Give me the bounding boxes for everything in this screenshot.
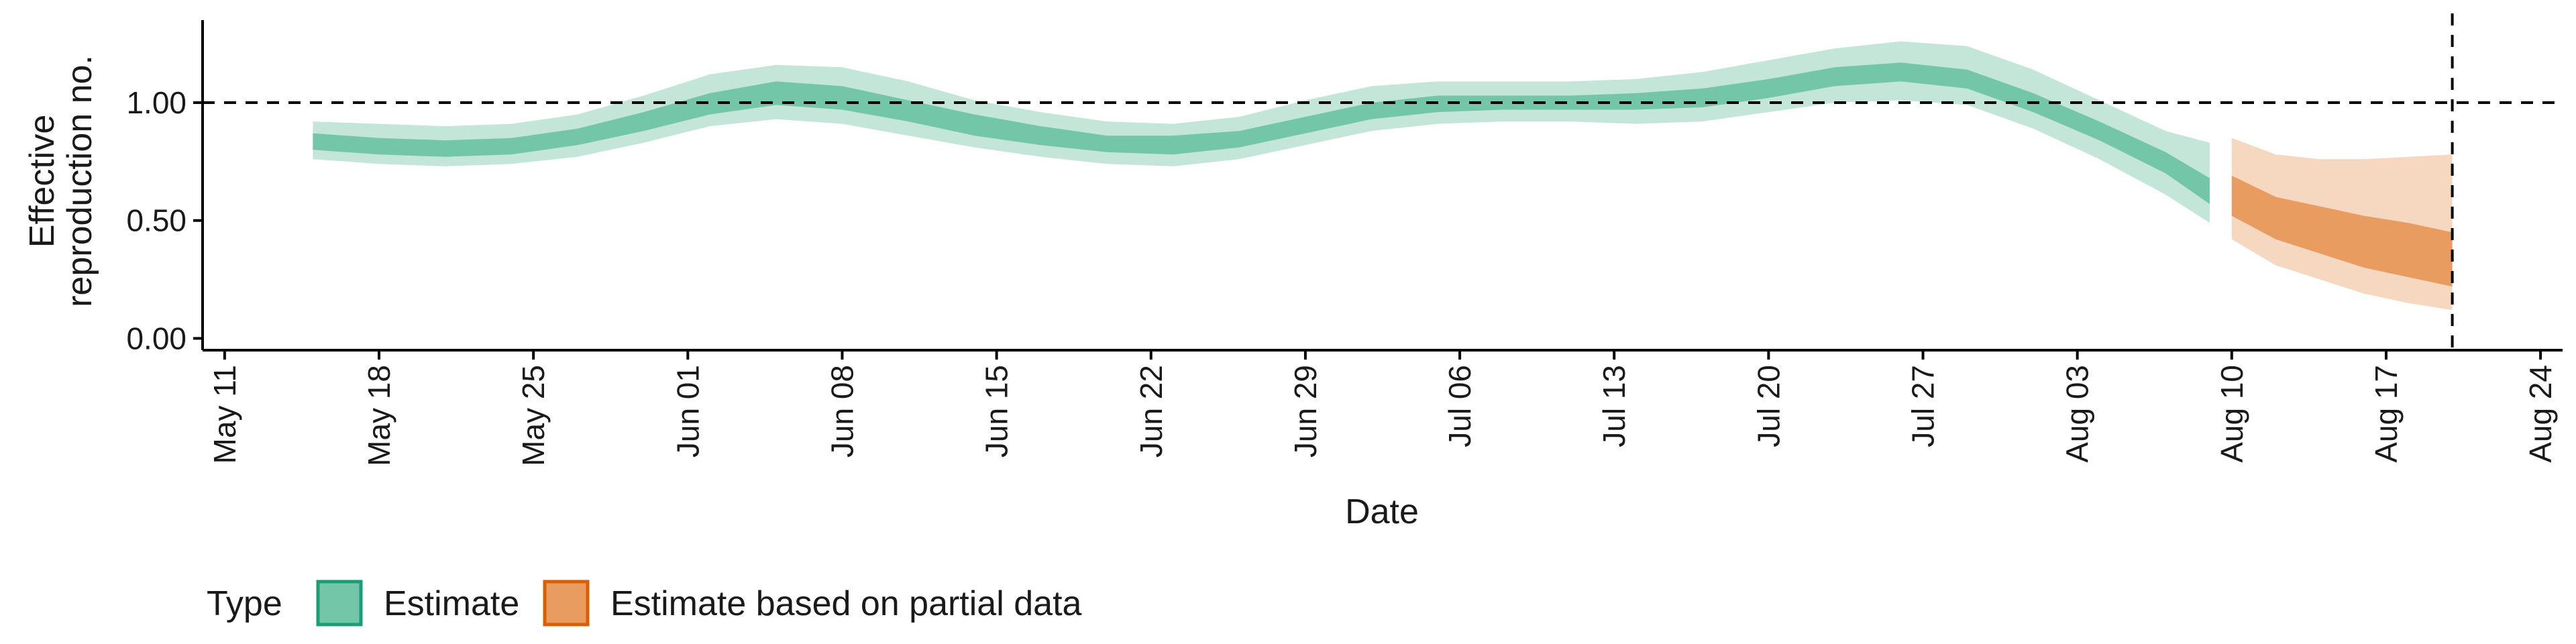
y-tick-label: 0.00: [126, 321, 186, 356]
x-tick-label: Aug 10: [2214, 365, 2249, 463]
x-tick-label: Jun 01: [670, 365, 705, 458]
x-axis-ticks: May 11 May 18 May 25 Jun 01 Jun 08 Jun 15 Jun …: [207, 350, 2558, 466]
axes: [201, 20, 2563, 352]
plot-area: [313, 41, 2453, 311]
x-tick-label: Aug 03: [2060, 365, 2095, 463]
band-inner-partial: [2231, 175, 2453, 287]
x-tick-label: Jun 29: [1288, 365, 1323, 458]
legend: Type Estimate Estimate based on partial …: [207, 580, 1082, 627]
x-tick-label: May 25: [516, 365, 551, 466]
x-tick-label: Aug 24: [2523, 365, 2558, 463]
x-tick-label: Jul 20: [1751, 365, 1786, 447]
y-axis-title: Effective reproduction no.: [23, 55, 99, 307]
legend-label-estimate: Estimate: [384, 584, 519, 623]
legend-title: Type: [207, 584, 282, 623]
x-tick-label: Aug 17: [2369, 365, 2404, 463]
x-tick-label: Jun 15: [979, 365, 1014, 458]
y-tick-label: 0.50: [126, 203, 186, 238]
y-axis-title-line-2: reproduction no.: [60, 55, 99, 307]
band-inner-estimate: [313, 62, 2210, 205]
legend-swatch-estimate: [316, 580, 363, 627]
x-tick-label: May 18: [362, 365, 396, 466]
x-tick-label: Jul 06: [1442, 365, 1477, 447]
y-tick-label: 1.00: [126, 85, 186, 120]
x-tick-label: Jul 27: [1906, 365, 1941, 447]
reference-lines: [203, 13, 2563, 350]
x-tick-label: Jun 08: [824, 365, 859, 458]
x-axis-title: Date: [1345, 492, 1419, 531]
legend-label-partial: Estimate based on partial data: [610, 584, 1082, 623]
x-tick-label: Jul 13: [1597, 365, 1631, 447]
x-tick-label: Jun 22: [1134, 365, 1169, 458]
y-axis-ticks: 0.00 0.50 1.00: [126, 85, 203, 356]
x-tick-label: May 11: [207, 365, 242, 464]
y-axis-title-line-1: Effective: [23, 115, 62, 248]
legend-swatch-partial: [543, 580, 590, 627]
